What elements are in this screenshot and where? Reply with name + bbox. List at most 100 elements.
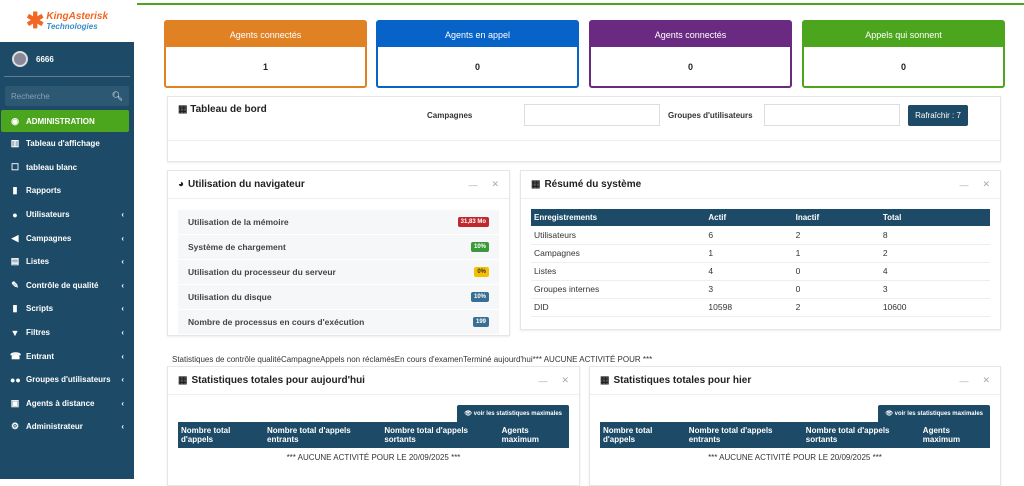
stats-panel: ▦ Statistiques totales pour hier — ✕ 👁︎ voi… [589, 366, 1001, 486]
edit-icon: ✎ [11, 279, 19, 290]
system-summary-table: Enregistrements Actif Inactif Total Utilisat… [531, 209, 990, 317]
card-value: 1 [262, 61, 268, 72]
eye-icon: 👁︎ [885, 411, 893, 417]
list-icon: ▤ [10, 256, 20, 267]
table-icon: ▦ [178, 104, 188, 115]
sidebar-item-tableau-blanc[interactable]: ☐ tableau blanc [10, 161, 78, 172]
sidebar-item-contr-le-de-qualit-[interactable]: ✎ Contrôle de qualité ‹ [11, 279, 124, 290]
view-max-stats-button[interactable]: 👁︎ voir les statistiques maximales [878, 405, 990, 422]
sidebar-nav: ◉ ADMINISTRATION ▥ Tableau d'affichage ☐ tabl… [0, 110, 134, 439]
column-header: Enregistrements [531, 209, 706, 226]
user-name: 6666 [36, 54, 54, 64]
logo[interactable]: ✱ KingAsterisk Technologies [0, 0, 134, 42]
user-panel[interactable]: 6666 [4, 42, 130, 77]
sidebar-item-administration[interactable]: ◉ ADMINISTRATION [1, 110, 129, 132]
phone-icon: ☎ [10, 350, 22, 361]
chevron-left-icon: ‹ [121, 304, 124, 314]
chevron-left-icon: ‹ [121, 375, 124, 385]
status-badge: 199 [472, 317, 489, 327]
minimize-icon[interactable]: — [468, 179, 478, 190]
sidebar-item-agents-distance[interactable]: ▣ Agents à distance ‹ [10, 397, 124, 408]
dashboard-icon: ◉ [11, 115, 19, 126]
sidebar-item-tableau-d-affichage[interactable]: ▥ Tableau d'affichage [10, 138, 100, 149]
campaigns-select[interactable] [524, 104, 660, 126]
column-header: Inactif [792, 209, 880, 226]
status-badge: 10% [470, 242, 489, 252]
table-row: DID 10598 2 10600 [531, 298, 990, 317]
close-icon[interactable]: ✕ [982, 179, 990, 189]
card-title: Agents en appel [378, 22, 577, 47]
top-accent-line [137, 3, 1024, 5]
stats-table: Nombre total d'appels Nombre total d'appe… [178, 422, 569, 448]
search-input[interactable]: Recherche 🔍︎ [5, 86, 129, 106]
sidebar-item-groupes-d-utilisateurs[interactable]: ●● Groupes d'utilisateurs ‹ [10, 374, 124, 385]
column-header: Nombre total d'appels entrants [685, 422, 803, 448]
system-summary-panel: ▦ Résumé du système — ✕ Enregistrements Acti… [520, 170, 1001, 330]
column-header: Nombre total d'appels [600, 422, 686, 448]
no-activity-message: *** AUCUNE ACTIVITÉ POUR LE 20/09/2025 *… [286, 453, 461, 462]
dashboard-panel: ▦ Tableau de bord Campagnes Groupes d'ut… [167, 96, 1001, 162]
column-header: Agents maximum [498, 422, 569, 448]
sidebar-item-rapports[interactable]: ▮ Rapports [0, 179, 134, 203]
chevron-left-icon: ‹ [121, 257, 124, 267]
table-row: Campagnes 1 1 2 [531, 244, 990, 263]
chevron-left-icon: ‹ [121, 233, 124, 243]
dashboard-title: Tableau de bord [190, 104, 267, 115]
users-icon: ●● [10, 374, 21, 385]
card-value: 0 [900, 61, 906, 72]
close-icon[interactable]: ✕ [491, 179, 499, 189]
card-value: 0 [687, 61, 693, 72]
browser-usage-row: Utilisation du processeur du serveur 0% [178, 260, 499, 284]
stats-table: Nombre total d'appels Nombre total d'appe… [600, 422, 990, 448]
sidebar-item-administrateur[interactable]: ⚙ Administrateur ‹ [10, 421, 124, 432]
sidebar-item-utilisateurs[interactable]: ● Utilisateurs ‹ [0, 203, 134, 227]
close-icon[interactable]: ✕ [982, 375, 990, 385]
card-title: Appels qui sonnent [804, 22, 1003, 47]
square-icon: ☐ [10, 161, 20, 172]
chevron-left-icon: ‹ [121, 351, 124, 361]
stat-card: Agents connectés 1 [164, 20, 367, 88]
card-title: Agents connectés [591, 22, 790, 47]
refresh-button[interactable]: Rafraîchir : 7 [908, 105, 968, 126]
column-header: Total [879, 209, 990, 226]
browser-usage-row: Nombre de processus en cours d'exécution… [178, 310, 499, 334]
column-header: Nombre total d'appels entrants [264, 422, 382, 448]
table-icon: ▦ [531, 179, 541, 190]
sidebar: ✱ KingAsterisk Technologies 6666 Recherche… [0, 0, 134, 479]
card-value: 0 [474, 61, 480, 72]
pie-chart-icon: ◕ [178, 179, 185, 190]
minimize-icon[interactable]: — [959, 179, 969, 190]
user-groups-select[interactable] [764, 104, 900, 126]
sidebar-item-listes[interactable]: ▤ Listes ‹ [10, 256, 124, 267]
card-title: Agents connectés [166, 22, 365, 47]
sidebar-item-scripts[interactable]: ▮ Scripts ‹ [0, 297, 134, 321]
no-activity-message: *** AUCUNE ACTIVITÉ POUR LE 20/09/2025 *… [708, 453, 882, 462]
minimize-icon[interactable]: — [538, 375, 548, 386]
status-badge: 31,83 Mo [457, 217, 489, 227]
stat-card: Agents en appel 0 [376, 20, 579, 88]
filter-icon: ▼ [10, 327, 20, 338]
quality-control-stats-text: Statistiques de contrôle qualitéCampagne… [172, 355, 653, 364]
campaigns-label: Campagnes [427, 111, 473, 120]
stat-card: Appels qui sonnent 0 [802, 20, 1005, 88]
avatar [12, 51, 28, 67]
status-badge: 10% [470, 292, 489, 302]
browser-usage-panel: ◕ Utilisation du navigateur — ✕ Utilisation… [167, 170, 510, 336]
megaphone-icon: ◀ [11, 232, 19, 243]
sidebar-item-filtres[interactable]: ▼ Filtres ‹ [10, 327, 124, 338]
chevron-left-icon: ‹ [121, 422, 124, 432]
asterisk-logo-icon: ✱ [25, 8, 45, 33]
sidebar-item-campagnes[interactable]: ◀ Campagnes ‹ [11, 232, 124, 243]
bar-chart-icon: ▥ [10, 138, 20, 149]
user-icon: ● [12, 209, 18, 220]
view-max-stats-button[interactable]: 👁︎ voir les statistiques maximales [457, 405, 569, 422]
search-icon[interactable]: 🔍︎ [111, 90, 123, 101]
table-row: Utilisateurs 6 2 8 [531, 226, 990, 245]
minimize-icon[interactable]: — [959, 375, 969, 386]
chevron-left-icon: ‹ [121, 398, 124, 408]
close-icon[interactable]: ✕ [561, 375, 569, 385]
column-header: Nombre total d'appels [178, 422, 265, 448]
table-icon: ▦ [178, 375, 188, 386]
sidebar-item-entrant[interactable]: ☎ Entrant ‹ [10, 350, 124, 361]
browser-usage-row: Utilisation du disque 10% [178, 285, 499, 309]
